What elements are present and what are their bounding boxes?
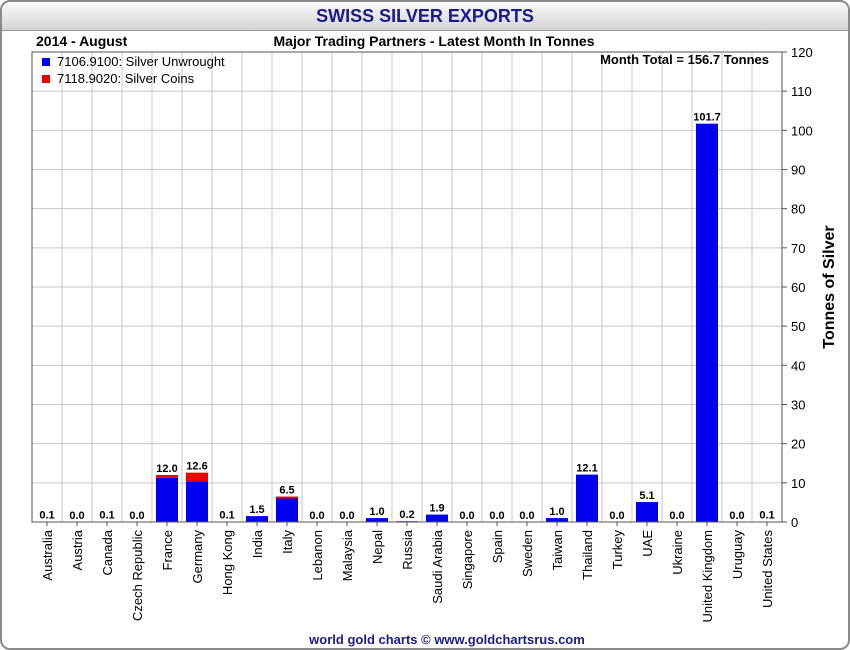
data-label: 12.1 [576, 463, 597, 475]
data-label: 0.1 [759, 510, 774, 522]
data-label: 6.5 [279, 485, 294, 497]
y-tick-label: 60 [791, 280, 805, 295]
x-tick-label: Nepal [370, 530, 385, 564]
bar-unwrought [546, 518, 568, 522]
y-axis: 0 10 20 30 40 50 60 70 80 90 100 110 120 [782, 45, 813, 530]
bar-unwrought [276, 498, 298, 522]
bar-unwrought [696, 123, 718, 523]
bar-coins [156, 475, 178, 478]
y-tick-label: 30 [791, 398, 805, 413]
bar-unwrought [426, 514, 448, 522]
x-tick-label: Hong Kong [220, 530, 235, 595]
legend-label-unwrought: 7106.9100: Silver Unwrought [57, 54, 225, 69]
data-label: 0.1 [99, 510, 114, 522]
x-tick-label: Australia [40, 529, 55, 580]
x-tick-label: Turkey [610, 530, 625, 570]
data-label: 0.0 [519, 510, 534, 522]
legend-swatch-coins [42, 75, 50, 83]
x-tick-label: Uruguay [730, 530, 745, 580]
y-tick-label: 80 [791, 202, 805, 217]
x-tick-label: Russia [400, 529, 415, 570]
plot-border [31, 51, 783, 523]
x-tick-label: Austria [70, 529, 85, 570]
x-tick-label: Italy [280, 530, 295, 554]
x-tick-label: UAE [640, 530, 655, 557]
data-label: 0.0 [729, 510, 744, 522]
y-tick-label: 0 [791, 515, 798, 530]
x-tick-label: Malaysia [340, 529, 355, 581]
data-label: 0.0 [309, 510, 324, 522]
bar-coins [276, 496, 298, 499]
footer-credit: world gold charts © www.goldchartsrus.co… [308, 632, 585, 647]
y-tick-label: 40 [791, 358, 805, 373]
x-tick-label: Singapore [460, 530, 475, 589]
data-label: 0.0 [609, 510, 624, 522]
bar-unwrought [246, 516, 268, 522]
chart-title: SWISS SILVER EXPORTS [316, 6, 534, 26]
data-label: 0.2 [399, 509, 414, 521]
y-tick-label: 90 [791, 163, 805, 178]
data-label: 0.0 [129, 510, 144, 522]
y-tick-label: 120 [791, 45, 813, 60]
data-label: 0.0 [69, 510, 84, 522]
x-tick-label: India [250, 529, 265, 558]
grid-lines [32, 52, 782, 522]
legend-label-coins: 7118.9020: Silver Coins [57, 71, 195, 86]
x-tick-label: Thailand [580, 530, 595, 580]
x-tick-label: Saudi Arabia [430, 529, 445, 603]
y-tick-label: 100 [791, 123, 813, 138]
bar-unwrought [366, 518, 388, 522]
title-bar: SWISS SILVER EXPORTS [2, 2, 848, 31]
x-tick-label: Germany [190, 530, 205, 584]
bars [36, 123, 778, 523]
period-label: 2014 - August [36, 33, 128, 49]
x-tick-label: Spain [490, 530, 505, 563]
month-total: Month Total = 156.7 Tonnes [600, 52, 769, 67]
x-axis: Australia Austria Canada Czech Republic Fran… [40, 522, 775, 623]
data-labels: 0.1 0.0 0.1 0.0 12.0 12.6 0.1 1.5 6.5 0.0 0.0 1.0 0.… [39, 112, 774, 522]
y-tick-label: 70 [791, 241, 805, 256]
y-tick-label: 110 [791, 84, 812, 99]
data-label: 12.0 [156, 463, 177, 475]
x-tick-label: Ukraine [670, 530, 685, 575]
bar-unwrought [576, 474, 598, 522]
x-tick-label: Canada [100, 529, 115, 575]
data-label: 0.0 [459, 510, 474, 522]
x-tick-label: Czech Republic [130, 530, 145, 622]
x-tick-label: Sweden [520, 530, 535, 577]
x-tick-label: France [160, 530, 175, 570]
y-tick-label: 20 [791, 437, 805, 452]
data-label: 5.1 [639, 490, 654, 502]
data-label: 1.9 [429, 503, 444, 515]
data-label: 0.0 [339, 510, 354, 522]
data-label: 12.6 [186, 461, 207, 473]
x-tick-label: United Kingdom [700, 530, 715, 623]
data-label: 101.7 [693, 112, 721, 124]
data-label: 1.0 [549, 506, 564, 518]
x-tick-label: United States [760, 530, 775, 609]
y-tick-label: 10 [791, 476, 805, 491]
x-tick-label: Taiwan [550, 530, 565, 570]
y-tick-label: 50 [791, 319, 805, 334]
bar-unwrought [156, 477, 178, 522]
legend: 7106.9100: Silver Unwrought 7118.9020: S… [42, 54, 225, 86]
y-axis-label: Tonnes of Silver [821, 225, 838, 348]
data-label: 0.1 [219, 510, 234, 522]
x-tick-label: Lebanon [310, 530, 325, 581]
data-label: 0.0 [489, 510, 504, 522]
data-label: 0.0 [669, 510, 684, 522]
chart-subtitle: Major Trading Partners - Latest Month In… [274, 33, 595, 49]
legend-swatch-unwrought [42, 58, 50, 66]
bar-unwrought [186, 481, 208, 522]
bar-unwrought [636, 502, 658, 522]
bar-coins [186, 472, 208, 482]
data-label: 0.1 [39, 510, 54, 522]
data-label: 1.5 [249, 504, 264, 516]
data-label: 1.0 [369, 506, 384, 518]
